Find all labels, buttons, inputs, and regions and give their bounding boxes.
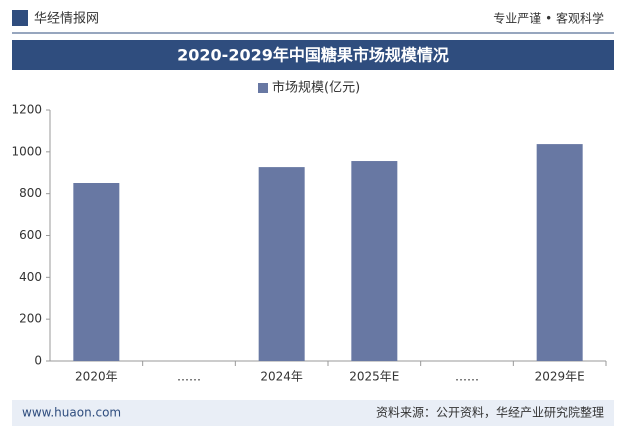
chart-title: 2020-2029年中国糖果市场规模情况 (177, 46, 449, 65)
bar (536, 144, 583, 361)
legend-label: 市场规模(亿元) (272, 80, 360, 96)
x-tick-label: 2025年E (349, 370, 399, 384)
y-tick-label: 200 (19, 312, 42, 326)
brand: 华经情报网 (34, 12, 99, 27)
x-tick-label: 2024年 (260, 370, 303, 384)
y-tick-label: 1200 (11, 103, 42, 117)
x-tick-label: 2029年E (535, 370, 585, 384)
website: www.huaon.com (22, 406, 121, 420)
x-tick-label: 2020年 (75, 370, 118, 384)
x-tick-label: …… (455, 370, 479, 384)
bar (351, 161, 398, 361)
legend-swatch (258, 83, 268, 93)
y-tick-label: 0 (34, 354, 42, 368)
bar (73, 182, 120, 361)
y-tick-label: 800 (19, 186, 42, 200)
y-tick-label: 1000 (11, 144, 42, 158)
bar (258, 167, 305, 361)
y-tick-label: 600 (19, 228, 42, 242)
footer-band (12, 400, 614, 426)
slogan: 专业严谨 • 客观科学 (493, 11, 604, 26)
source: 资料来源：公开资料，华经产业研究院整理 (376, 405, 604, 420)
title-banner (12, 40, 614, 70)
x-tick-label: …… (177, 370, 201, 384)
y-tick-label: 400 (19, 270, 42, 284)
logo (12, 10, 28, 26)
